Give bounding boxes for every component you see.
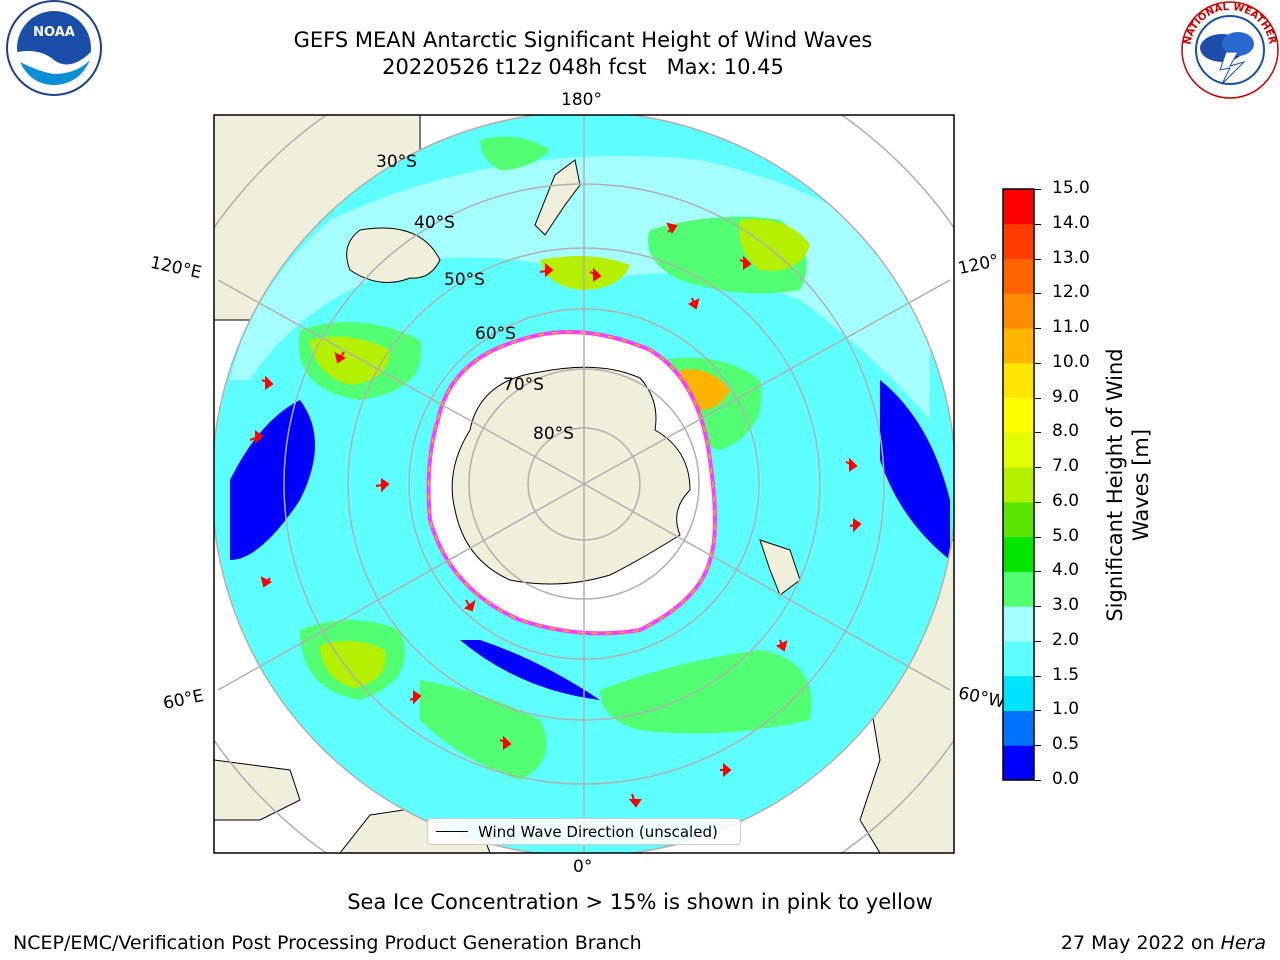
colorbar-tick-mark xyxy=(1035,397,1041,399)
colorbar-tick-mark xyxy=(1035,536,1041,538)
colorbar-band xyxy=(1003,571,1034,607)
colorbar xyxy=(1002,188,1035,781)
colorbar-tick-label: 1.5 xyxy=(1052,664,1080,685)
colorbar-tick-label: 6.0 xyxy=(1052,490,1080,511)
meridian-lines xyxy=(217,115,951,853)
colorbar-tick-mark xyxy=(1035,293,1041,295)
colorbar-band xyxy=(1003,362,1034,399)
noaa-logo-text: NOAA xyxy=(33,25,75,40)
colorbar-band xyxy=(1003,745,1034,781)
colorbar-tick-mark xyxy=(1035,467,1041,469)
map-subtitle: 20220526 t12z 048h fcst Max: 10.45 xyxy=(382,55,784,79)
sea-ice-note: Sea Ice Concentration > 15% is shown in … xyxy=(347,890,933,914)
colorbar-tick-mark xyxy=(1035,258,1041,260)
colorbar-tick-mark xyxy=(1035,640,1041,642)
colorbar-band xyxy=(1003,223,1034,260)
colorbar-band xyxy=(1003,536,1034,572)
colorbar-tick-label: 14.0 xyxy=(1052,212,1090,233)
colorbar-tick-label: 3.0 xyxy=(1052,595,1080,616)
colorbar-tick-mark xyxy=(1035,745,1041,747)
colorbar-label: Significant Height of Wind Waves [m] xyxy=(1103,348,1153,622)
colorbar-tick-label: 7.0 xyxy=(1052,456,1080,477)
map-legend: Wind Wave Direction (unscaled) xyxy=(427,818,741,845)
colorbar-tick-mark xyxy=(1035,780,1041,781)
map-frame xyxy=(213,114,955,854)
lon-label-180: 180° xyxy=(561,90,602,110)
date-text: 27 May 2022 on xyxy=(1060,932,1215,954)
date-credit: 27 May 2022 on Hera xyxy=(1061,932,1266,954)
colorbar-band xyxy=(1003,675,1034,711)
colorbar-tick-label: 10.0 xyxy=(1052,351,1090,372)
colorbar-tick-mark xyxy=(1035,328,1041,330)
colorbar-tick-label: 1.0 xyxy=(1052,699,1080,720)
colorbar-tick-label: 11.0 xyxy=(1052,317,1090,338)
legend-label: Wind Wave Direction (unscaled) xyxy=(478,822,718,841)
colorbar-tick-label: 12.0 xyxy=(1052,282,1090,303)
lat-label-80s: 80°S xyxy=(533,424,574,444)
colorbar-tick-mark xyxy=(1035,223,1041,225)
colorbar-tick-label: 2.0 xyxy=(1052,629,1080,650)
colorbar-tick-label: 4.0 xyxy=(1052,560,1080,581)
colorbar-band xyxy=(1003,328,1034,364)
colorbar-tick-mark xyxy=(1035,432,1041,434)
colorbar-band xyxy=(1003,710,1034,746)
nws-logo: NATIONAL WEATHER SERVICE xyxy=(1176,0,1279,99)
lat-label-70s: 70°S xyxy=(503,375,544,395)
lat-label-60s: 60°S xyxy=(475,324,516,344)
lat-label-40s: 40°S xyxy=(414,213,455,233)
branch-credit: NCEP/EMC/Verification Post Processing Pr… xyxy=(13,932,642,954)
colorbar-band xyxy=(1003,606,1034,642)
colorbar-tick-mark xyxy=(1035,189,1041,190)
colorbar-tick-label: 0.5 xyxy=(1052,734,1080,755)
colorbar-tick-mark xyxy=(1035,571,1041,573)
wind-arrows xyxy=(249,222,862,808)
legend-line-icon xyxy=(436,831,468,832)
host-text: Hera xyxy=(1220,932,1266,954)
colorbar-tick-label: 5.0 xyxy=(1052,525,1080,546)
colorbar-tick-label: 8.0 xyxy=(1052,421,1080,442)
colorbar-band xyxy=(1003,293,1034,329)
colorbar-tick-mark xyxy=(1035,501,1041,503)
colorbar-band xyxy=(1003,640,1034,677)
colorbar-band xyxy=(1003,501,1034,538)
colorbar-tick-label: 0.0 xyxy=(1052,769,1080,789)
map-title: GEFS MEAN Antarctic Significant Height o… xyxy=(293,28,873,52)
colorbar-tick-mark xyxy=(1035,362,1041,364)
lat-label-30s: 30°S xyxy=(376,152,417,172)
lat-label-50s: 50°S xyxy=(444,270,485,290)
colorbar-band xyxy=(1003,258,1034,294)
colorbar-band xyxy=(1003,397,1034,433)
colorbar-band xyxy=(1003,432,1034,468)
lon-label-0: 0° xyxy=(573,857,593,877)
colorbar-band xyxy=(1003,467,1034,503)
colorbar-tick-label: 9.0 xyxy=(1052,386,1080,407)
colorbar-tick-mark xyxy=(1035,675,1041,677)
colorbar-tick-label: 15.0 xyxy=(1052,178,1090,198)
colorbar-tick-mark xyxy=(1035,606,1041,608)
colorbar-band xyxy=(1003,189,1034,225)
noaa-logo: NOAA xyxy=(6,0,102,96)
colorbar-tick-label: 13.0 xyxy=(1052,247,1090,268)
colorbar-tick-mark xyxy=(1035,710,1041,712)
